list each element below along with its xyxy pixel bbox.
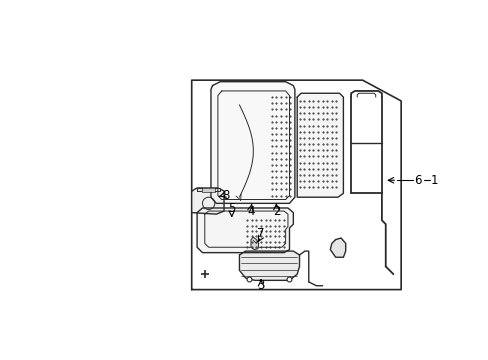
Polygon shape bbox=[239, 251, 299, 280]
Text: 6: 6 bbox=[413, 174, 421, 187]
Polygon shape bbox=[202, 188, 214, 192]
Text: 8: 8 bbox=[222, 189, 229, 202]
Polygon shape bbox=[191, 80, 400, 289]
Polygon shape bbox=[297, 93, 343, 197]
Text: 3: 3 bbox=[257, 279, 264, 292]
Polygon shape bbox=[329, 238, 345, 257]
Text: 1: 1 bbox=[429, 174, 437, 187]
Text: 7: 7 bbox=[257, 227, 264, 240]
Text: 2: 2 bbox=[272, 204, 280, 217]
Text: 5: 5 bbox=[227, 202, 235, 215]
Polygon shape bbox=[250, 237, 258, 249]
Text: 4: 4 bbox=[247, 204, 254, 217]
Polygon shape bbox=[210, 82, 294, 203]
Polygon shape bbox=[191, 188, 224, 214]
Polygon shape bbox=[197, 188, 220, 191]
Polygon shape bbox=[197, 208, 293, 253]
